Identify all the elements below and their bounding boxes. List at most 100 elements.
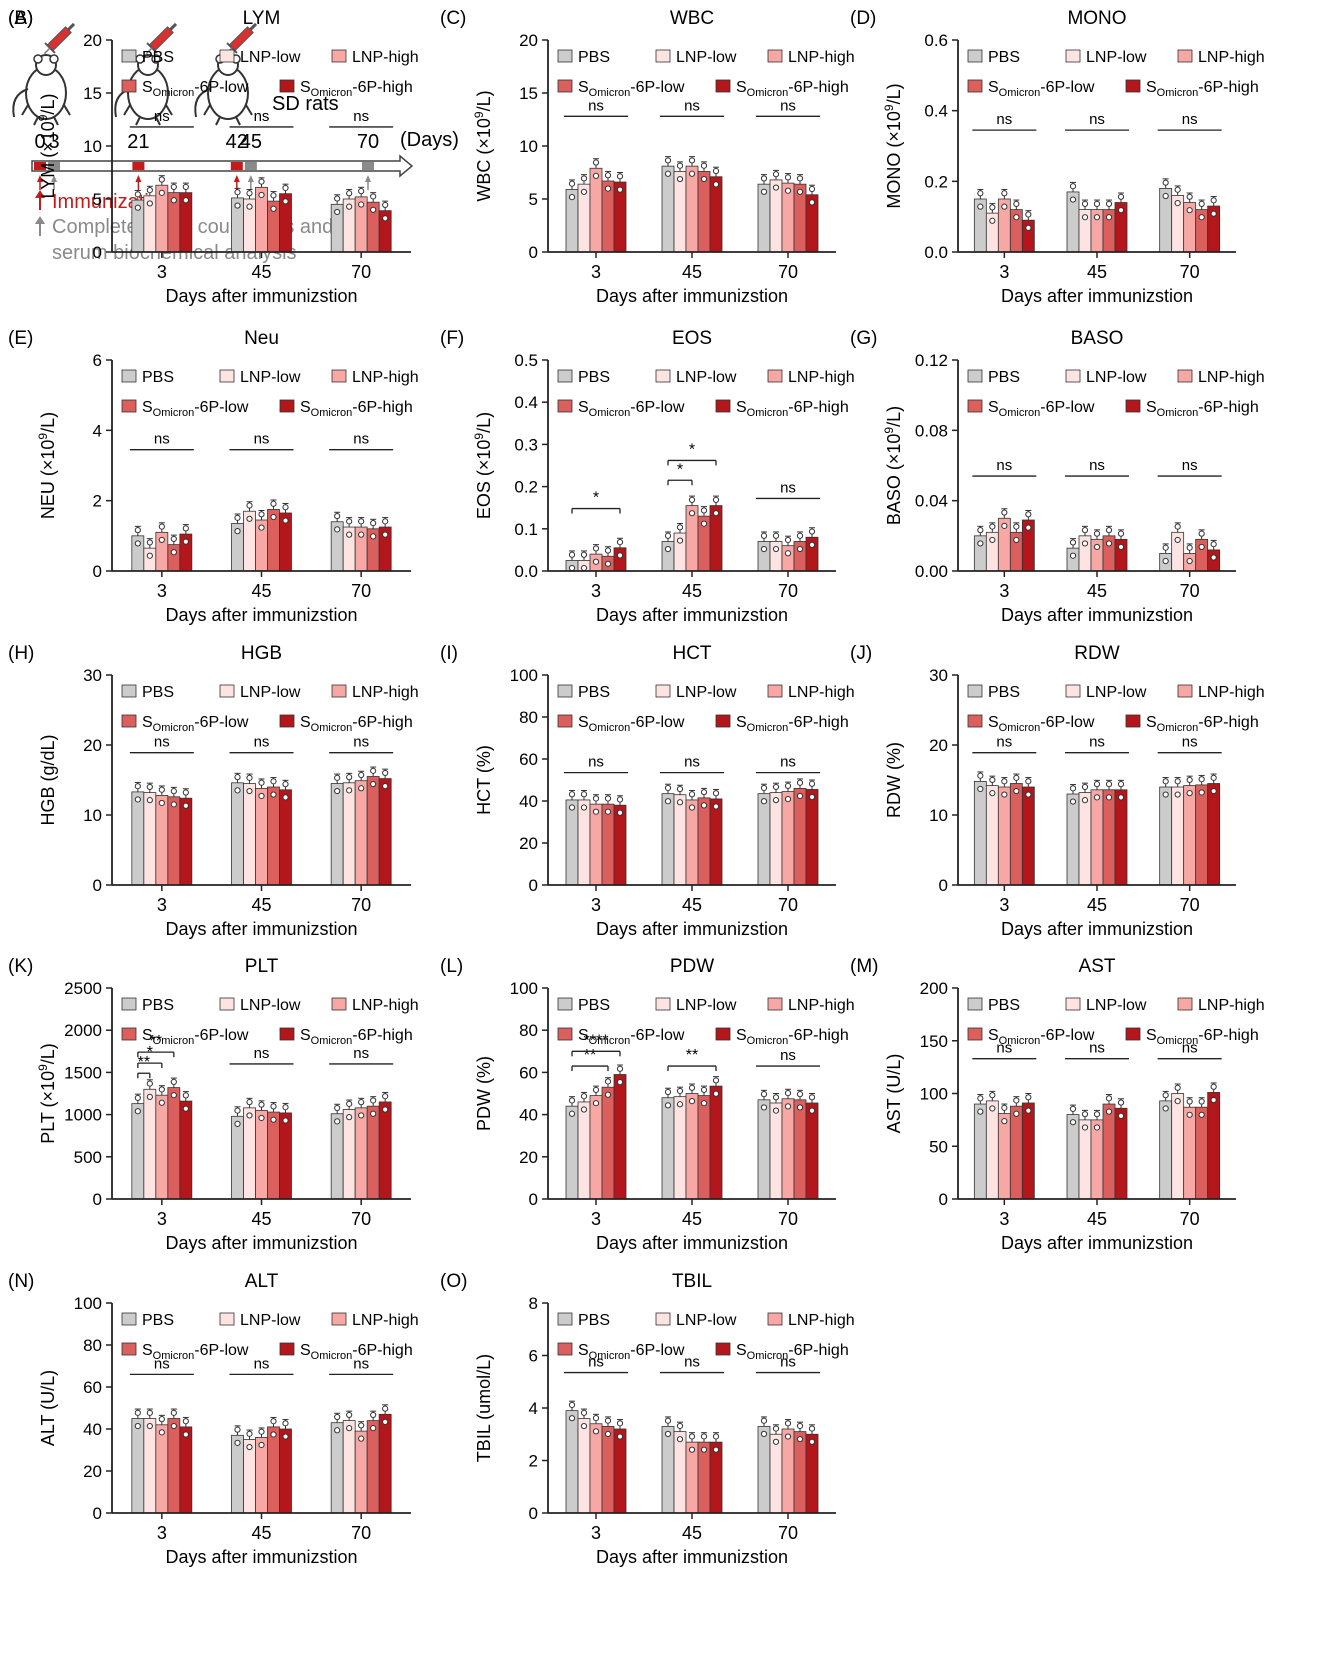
significance-marker: ns <box>1065 1040 1129 1060</box>
bar-SOmicron-6P-high <box>1021 1102 1035 1200</box>
bar-PBS <box>231 1115 244 1200</box>
significance-marker: **** <box>571 1032 621 1057</box>
chart-title: PDW <box>670 956 714 977</box>
legend-swatch <box>967 399 983 413</box>
data-point <box>700 507 708 514</box>
y-tick-label: 60 <box>519 1063 538 1082</box>
data-point <box>808 185 816 193</box>
legend-swatch <box>715 399 731 413</box>
bar-SOmicron-6P-low <box>1009 1105 1023 1200</box>
bar-LNP-low <box>342 1420 356 1514</box>
legend-label: SOmicron-6P-low <box>578 399 685 419</box>
significance-label: ns <box>254 108 270 125</box>
bar-SOmicron-6P-low <box>366 1420 380 1514</box>
legend-item: LNP-high <box>767 49 855 66</box>
data-point <box>1081 797 1089 804</box>
data-point <box>182 1092 189 1099</box>
chart-L: (L) PDW 0 20 40 60 80 100 PDW (%) 3 45 70 Days after… <box>440 956 855 1253</box>
data-point <box>258 792 265 800</box>
y-tick-label: 10 <box>83 137 102 156</box>
test-arrowhead <box>35 216 45 224</box>
data-point <box>182 1418 189 1425</box>
data-point <box>1081 200 1089 207</box>
x-tick-label: 45 <box>682 1209 702 1229</box>
chart-C: (C) WBC 0 5 10 15 20 WBC (×109/L) 3 45 70 Days afte… <box>440 8 855 306</box>
timeline-day-label: 0 <box>34 131 45 153</box>
bar-LNP-high <box>589 1095 603 1200</box>
chart-title: TBIL <box>672 1271 712 1292</box>
y-tick-label: 150 <box>920 1032 948 1051</box>
data-point <box>382 1106 389 1113</box>
significance-marker: * <box>571 490 621 514</box>
legend-item: PBS <box>557 369 610 386</box>
legend-swatch <box>1125 714 1141 728</box>
legend-item: LNP-high <box>331 684 419 701</box>
data-point <box>616 809 624 816</box>
timeline-day-marker <box>244 162 257 170</box>
data-point <box>772 1425 780 1432</box>
data-point <box>796 1436 804 1443</box>
data-point <box>700 1446 708 1453</box>
data-point <box>700 162 708 169</box>
legend-label: PBS <box>988 49 1020 66</box>
data-point <box>784 782 792 789</box>
bar-SOmicron-6P-high <box>279 1112 292 1200</box>
bar-SOmicron-6P-low <box>1195 784 1209 886</box>
bar-LNP-low <box>577 799 591 886</box>
data-point <box>772 532 780 539</box>
data-point <box>592 558 600 565</box>
bar-SOmicron-6P-low <box>267 786 280 886</box>
timeline-arrowhead <box>37 175 43 182</box>
data-point <box>760 545 768 553</box>
chart-N: (N) ALT 0 20 40 60 80 100 ALT (U/L) 3 45 70 Days aft… <box>8 1271 419 1567</box>
significance-label: ns <box>1182 111 1198 128</box>
bar-LNP-low <box>985 1100 999 1200</box>
data-point <box>1105 794 1113 801</box>
data-point <box>604 547 612 554</box>
significance-marker: ns <box>229 431 294 451</box>
bar-SOmicron-6P-high <box>805 1102 819 1200</box>
legend-swatch <box>1065 684 1081 698</box>
bar-SOmicron-6P-high <box>613 804 627 886</box>
significance-label: ns <box>1089 111 1105 128</box>
bar-LNP-high <box>1090 1119 1104 1200</box>
legend-swatch <box>557 1342 573 1356</box>
x-tick-label: 3 <box>157 262 167 282</box>
y-tick-label: 0 <box>93 243 102 262</box>
y-axis-label: HGB (g/dL) <box>38 734 58 825</box>
legend-swatch <box>557 399 573 413</box>
significance-label: ns <box>1089 734 1105 751</box>
data-point <box>382 1418 389 1425</box>
legend-item: LNP-high <box>767 684 855 701</box>
data-point <box>796 532 804 539</box>
data-point <box>1093 794 1101 801</box>
legend-label: SOmicron-6P-low <box>988 399 1095 419</box>
legend-swatch <box>121 684 137 698</box>
data-point <box>382 1405 389 1412</box>
significance-label: ns <box>1089 457 1105 474</box>
significance-label: **** <box>584 1032 609 1049</box>
legend-swatch <box>1177 684 1193 698</box>
legend-label: SOmicron-6P-low <box>142 79 249 99</box>
data-point <box>1210 774 1217 781</box>
y-axis-label: TBIL (umol/L) <box>474 1354 494 1462</box>
animal-label: SD rats <box>272 93 339 115</box>
panel-label: (C) <box>440 8 466 29</box>
data-point <box>1210 1083 1217 1090</box>
legend-label: LNP-high <box>1198 684 1265 701</box>
data-point <box>1186 1111 1193 1118</box>
data-point <box>158 189 165 196</box>
legend-label: SOmicron-6P-high <box>300 399 413 419</box>
significance-marker: ns <box>329 1355 394 1376</box>
data-point <box>784 187 792 194</box>
data-point <box>334 526 341 533</box>
bar-SOmicron-6P-high <box>279 1428 292 1514</box>
data-point <box>568 551 576 558</box>
legend-item: PBS <box>967 49 1020 66</box>
legend-item: LNP-low <box>1065 369 1147 386</box>
data-point <box>616 796 624 803</box>
significance-label: ns <box>154 431 170 448</box>
legend-label: LNP-high <box>352 49 419 66</box>
x-tick-label: 45 <box>682 262 702 282</box>
